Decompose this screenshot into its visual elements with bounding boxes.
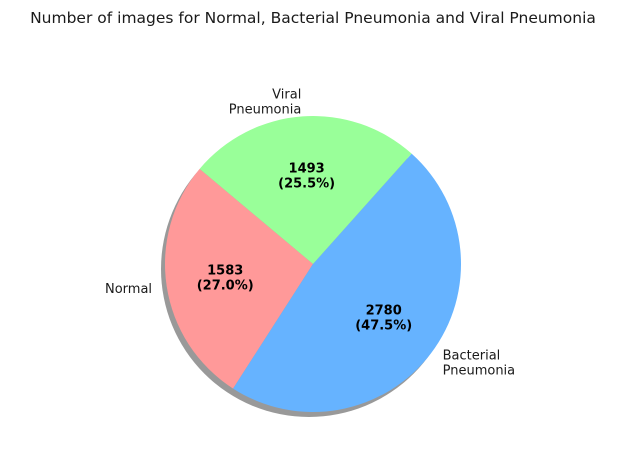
- slice-label-line: Normal: [105, 282, 152, 297]
- slice-value: 2780: [366, 304, 402, 319]
- slice-value: 1583: [207, 263, 243, 278]
- slice-label-line: Pneumonia: [229, 103, 302, 118]
- slice-label-viral-pneumonia: Viral Pneumonia: [229, 88, 302, 118]
- slice-percent: (25.5%): [278, 176, 335, 191]
- slice-percent: (47.5%): [355, 319, 412, 334]
- slice-percent: (27.0%): [197, 278, 254, 293]
- slice-label-line: Pneumonia: [443, 364, 516, 379]
- slice-value-label-viral-pneumonia: 1493 (25.5%): [278, 161, 335, 191]
- slice-value: 1493: [289, 161, 325, 176]
- slice-label-normal: Normal: [105, 282, 152, 297]
- chart-title: Number of images for Normal, Bacterial P…: [30, 9, 596, 27]
- pie-slice-bacterial-pneumonia: [233, 153, 462, 413]
- pie-slice-normal: [165, 168, 313, 389]
- slice-value-label-bacterial-pneumonia: 2780 (47.5%): [355, 304, 412, 334]
- slice-label-bacterial-pneumonia: Bacterial Pneumonia: [443, 349, 516, 379]
- slice-label-line: Viral: [272, 88, 301, 103]
- slice-label-line: Bacterial: [443, 349, 501, 364]
- pie-slice-viral-pneumonia: [199, 116, 412, 264]
- slice-value-label-normal: 1583 (27.0%): [197, 263, 254, 293]
- pie-slices: [165, 116, 462, 413]
